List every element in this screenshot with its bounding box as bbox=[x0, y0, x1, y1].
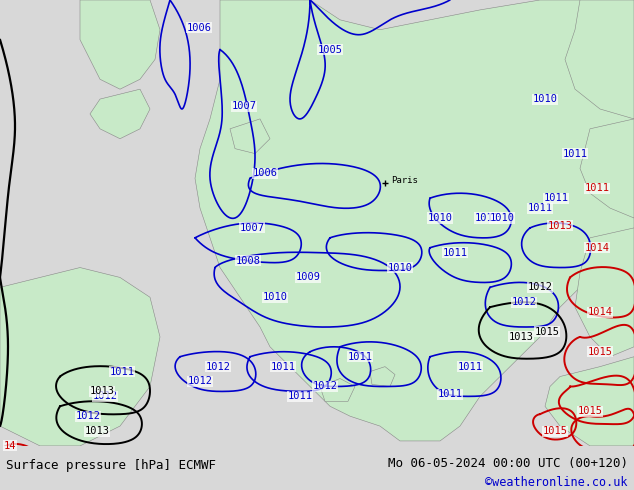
Text: 1010: 1010 bbox=[489, 213, 515, 223]
Text: 1011: 1011 bbox=[527, 203, 552, 213]
Text: 1010: 1010 bbox=[387, 263, 413, 272]
Text: 1010: 1010 bbox=[427, 213, 453, 223]
Text: 1012: 1012 bbox=[205, 362, 231, 371]
Text: 1012: 1012 bbox=[527, 282, 552, 293]
Text: 1011: 1011 bbox=[458, 362, 482, 371]
Text: 1012: 1012 bbox=[75, 411, 101, 421]
Text: 1013: 1013 bbox=[84, 426, 110, 436]
Text: 1011: 1011 bbox=[271, 362, 295, 371]
Text: 1015: 1015 bbox=[543, 426, 567, 436]
Text: 1006: 1006 bbox=[252, 169, 278, 178]
Text: 1015: 1015 bbox=[588, 347, 612, 357]
Text: 1011: 1011 bbox=[347, 352, 373, 362]
Text: 1011: 1011 bbox=[443, 247, 467, 258]
Text: 1015: 1015 bbox=[534, 327, 559, 337]
Text: ©weatheronline.co.uk: ©weatheronline.co.uk bbox=[485, 476, 628, 489]
Text: 1011: 1011 bbox=[585, 183, 609, 193]
Text: 1014: 1014 bbox=[588, 307, 612, 317]
Text: 1010: 1010 bbox=[533, 94, 557, 104]
Text: 1010: 1010 bbox=[262, 292, 287, 302]
Text: Surface pressure [hPa] ECMWF: Surface pressure [hPa] ECMWF bbox=[6, 459, 216, 472]
Text: 1008: 1008 bbox=[235, 256, 261, 266]
Text: 1013: 1013 bbox=[548, 221, 573, 231]
Text: 1015: 1015 bbox=[578, 406, 602, 416]
Text: Paris: Paris bbox=[391, 176, 418, 185]
Text: 1011: 1011 bbox=[562, 148, 588, 159]
Text: 1012: 1012 bbox=[188, 376, 212, 387]
Text: 1012: 1012 bbox=[93, 392, 117, 401]
Text: 1014: 1014 bbox=[585, 243, 609, 253]
Text: 1012: 1012 bbox=[512, 297, 536, 307]
Text: 1007: 1007 bbox=[240, 223, 264, 233]
Text: 1013: 1013 bbox=[89, 387, 115, 396]
Text: 1012: 1012 bbox=[313, 381, 337, 392]
Text: 14: 14 bbox=[4, 441, 16, 451]
Text: 1007: 1007 bbox=[231, 101, 257, 111]
Text: Mo 06-05-2024 00:00 UTC (00+120): Mo 06-05-2024 00:00 UTC (00+120) bbox=[387, 457, 628, 469]
Text: 1006: 1006 bbox=[186, 23, 212, 33]
Text: 1011: 1011 bbox=[543, 193, 569, 203]
Text: 1011: 1011 bbox=[110, 367, 134, 377]
Text: 1013: 1013 bbox=[508, 332, 533, 342]
Text: 1009: 1009 bbox=[295, 272, 321, 282]
Text: 1011: 1011 bbox=[287, 392, 313, 401]
Text: 1005: 1005 bbox=[318, 45, 342, 54]
Text: 1011: 1011 bbox=[437, 390, 462, 399]
Text: 1011: 1011 bbox=[474, 213, 500, 223]
